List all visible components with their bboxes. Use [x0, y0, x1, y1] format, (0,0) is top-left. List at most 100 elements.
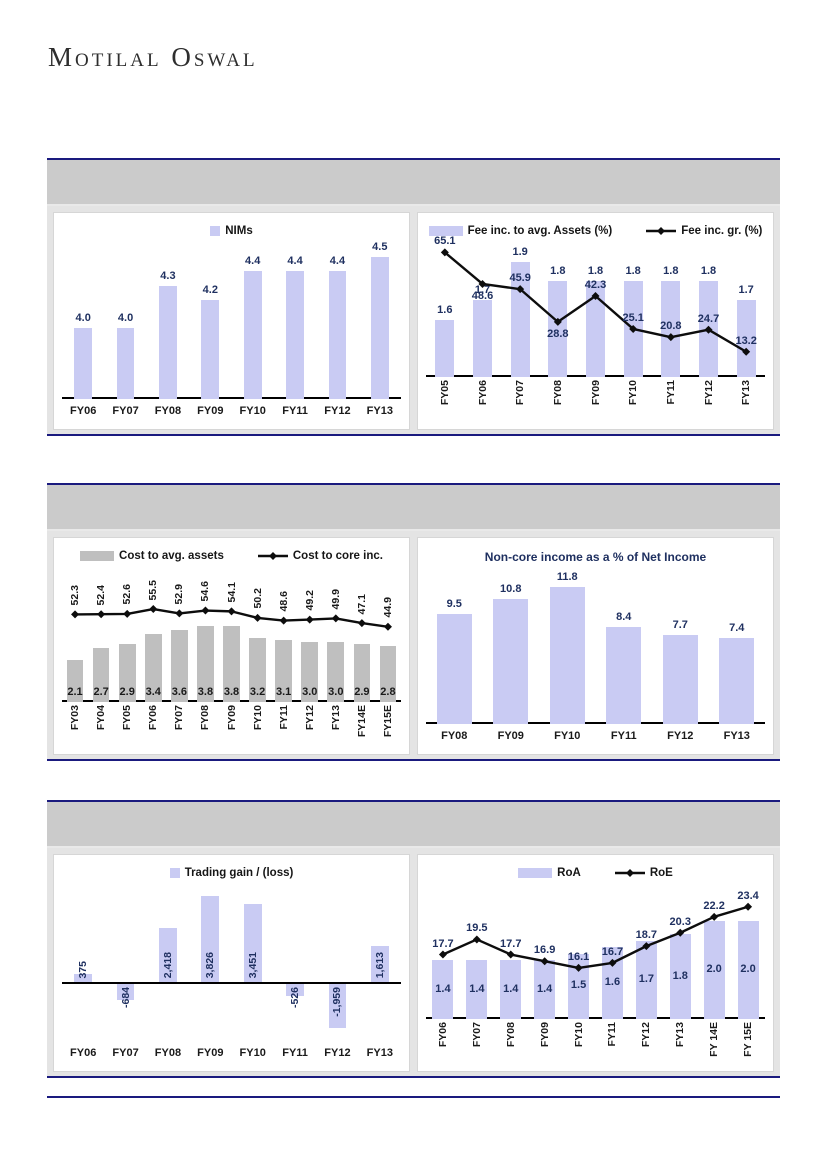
plot-area: 9.5 10.8 11.8 8.4 7.7 7.4: [426, 570, 765, 724]
chart-panel-cost-ratios: Cost to avg. assets Cost to core inc. 2.1 2…: [53, 537, 410, 755]
bar: [159, 927, 177, 983]
x-axis-label: FY06: [436, 1022, 449, 1048]
line-data-label: 16.1: [567, 950, 590, 963]
legend-label: NIMs: [225, 225, 253, 237]
x-axis-label: FY11: [664, 380, 677, 405]
bar: [669, 934, 691, 1019]
line-data-label: 23.4: [737, 889, 759, 902]
bar-data-label: 1.8: [663, 265, 679, 278]
bar: [92, 648, 110, 702]
section-header-band: [47, 802, 780, 848]
bar-data-label: 2.9: [119, 686, 135, 698]
x-axis-label: FY04: [95, 705, 108, 731]
x-axis-label: FY10: [239, 1047, 266, 1059]
line-marker-icon: [742, 347, 751, 356]
line-data-label: 48.6: [471, 289, 494, 302]
chart-row: Cost to avg. assets Cost to core inc. 2.1 2…: [47, 531, 780, 761]
x-axis-line: [426, 722, 765, 724]
bar-data-label: 1.5: [570, 979, 587, 992]
bar-data-label: 3.0: [328, 686, 344, 698]
section-margins-and-fees: NIMs 4.0 4.0 4.3 4.2 4.4 4.4 4.4 4.5 FY06 FY07 FY08…: [47, 158, 780, 436]
x-axis-label: FY13: [674, 1022, 687, 1048]
x-axis-label: FY09: [538, 1022, 551, 1048]
bar: [435, 319, 455, 377]
bar-data-label: 2.0: [706, 962, 722, 975]
line-data-label: 20.3: [669, 915, 691, 928]
bar-data-label: 1.7: [474, 284, 491, 297]
bar: [432, 960, 454, 1019]
line-data-label: 19.5: [466, 922, 488, 935]
x-axis-label: FY13: [366, 1047, 393, 1059]
x-axis-label: FY13: [366, 405, 393, 417]
bar-data-label: 4.4: [245, 255, 261, 268]
x-axis-label: FY03: [69, 705, 82, 731]
legend-label: Cost to avg. assets: [119, 550, 224, 562]
x-axis-label: FY07: [112, 405, 139, 417]
line-marker-icon: [253, 613, 262, 622]
line-marker-icon: [591, 292, 600, 301]
legend-item: Cost to core inc.: [257, 550, 383, 562]
bar: [275, 640, 292, 702]
bar-data-label: 1.8: [672, 969, 688, 982]
section-costs-and-noncore: Cost to avg. assets Cost to core inc. 2.1 2…: [47, 483, 780, 761]
legend-label: RoE: [649, 867, 673, 879]
x-axis-label: FY10: [627, 380, 640, 406]
bar-data-label: 2.1: [67, 686, 83, 698]
bar-data-label: 2,418: [161, 951, 174, 979]
legend-line-marker-icon: [646, 227, 677, 235]
bar-data-label: 4.3: [160, 269, 176, 282]
bar-data-label: 1.8: [550, 265, 566, 278]
bar-data-label: -684: [119, 987, 132, 1009]
line-data-label: 54.6: [199, 581, 212, 602]
x-axis-labels: FY06 FY07 FY08 FY09 FY10 FY11 FY12 FY13 FY 14E FY…: [426, 1019, 765, 1065]
bar-data-label: 1.7: [738, 284, 754, 297]
line-data-label: 24.7: [697, 312, 720, 325]
x-axis-label: FY15E: [381, 705, 394, 738]
bar: [436, 614, 472, 724]
bar-data-label: 10.8: [500, 582, 522, 595]
line-marker-icon: [201, 606, 210, 615]
legend-item: NIMs: [210, 225, 253, 237]
bar-data-label: 1.4: [536, 982, 553, 995]
line-data-label: 42.3: [584, 279, 607, 292]
line-marker-icon: [506, 950, 515, 959]
bar-data-label: 3.6: [171, 686, 187, 698]
line-data-label: 20.8: [660, 320, 682, 333]
chart-panel-trading-gain: Trading gain / (loss) 375 -684 2,418 3,826 3,…: [53, 854, 410, 1072]
section-header-band: [47, 485, 780, 531]
line-marker-icon: [123, 609, 132, 618]
bar-data-label: 3.1: [275, 686, 292, 698]
line-marker-icon: [629, 324, 638, 333]
bar-data-label: 1,613: [373, 951, 386, 979]
x-axis-line: [426, 1017, 765, 1019]
legend-swatch-icon: [169, 868, 180, 878]
x-axis-labels: FY05 FY06 FY07 FY08 FY09 FY10 FY11 FY12 FY13: [426, 377, 765, 423]
bar-data-label: 3,451: [246, 951, 259, 979]
x-axis-label: FY 14E: [708, 1022, 721, 1057]
line-data-label: 52.9: [173, 583, 186, 605]
x-axis-label: FY05: [121, 705, 134, 731]
line-data-label: 65.1: [434, 235, 456, 248]
x-axis-label: FY07: [173, 705, 186, 731]
x-axis-label: FY10: [572, 1022, 585, 1048]
line-data-label: 18.7: [635, 929, 658, 942]
x-axis-label: FY09: [197, 405, 224, 417]
line-marker-icon: [175, 609, 184, 618]
line-data-label: 13.2: [735, 334, 757, 347]
x-axis-label: FY12: [702, 380, 715, 406]
bar: [661, 281, 681, 377]
bar: [249, 638, 266, 702]
bar-data-label: 3.0: [302, 686, 318, 698]
line-marker-icon: [440, 248, 449, 257]
x-axis-label: FY06: [476, 380, 489, 406]
line-series: [438, 902, 753, 972]
x-axis-labels: FY06 FY07 FY08 FY09 FY10 FY11 FY12 FY13: [62, 1041, 401, 1065]
bar-data-label: 1.7: [638, 972, 654, 985]
x-axis-label: FY09: [497, 730, 524, 742]
line-marker-icon: [97, 610, 106, 619]
line-data-label: 17.7: [432, 937, 454, 950]
line-marker-icon: [744, 902, 753, 911]
bar: [159, 285, 177, 399]
bar-data-label: 3.4: [145, 686, 161, 698]
line-marker-icon: [71, 610, 80, 619]
